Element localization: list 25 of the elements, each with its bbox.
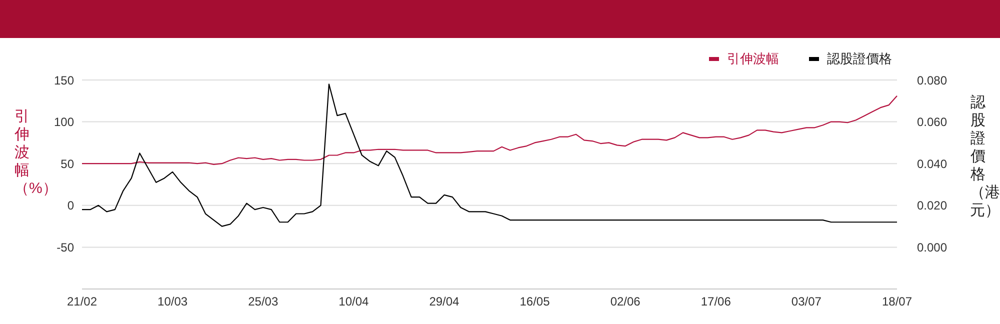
y2-tick-label: 0.000 [917, 240, 948, 254]
x-tick-label: 10/04 [338, 294, 370, 309]
y-tick-label: 0 [67, 198, 74, 213]
y-tick-label: 100 [54, 115, 74, 130]
y-tick-label: 50 [60, 156, 74, 171]
y2-tick-label: 0.040 [917, 156, 948, 171]
y2-tick-label: 0.080 [917, 73, 948, 88]
line-series [81, 95, 898, 165]
y2-axis-title: 認股證價格（港元） [970, 94, 1000, 220]
x-tick-label: 03/07 [791, 294, 822, 309]
y-tick-label: -50 [56, 240, 74, 254]
x-tick-label: 17/06 [700, 294, 732, 309]
y2-tick-label: 0.060 [917, 115, 948, 130]
x-tick-label: 29/04 [429, 294, 460, 309]
x-tick-label: 16/05 [520, 294, 550, 309]
legend-label: 認股證價格 [827, 50, 892, 68]
x-tick-label: 02/06 [610, 294, 641, 309]
x-tick-label: 10/03 [158, 294, 188, 309]
x-tick-label: 18/07 [882, 294, 912, 309]
line-series [81, 84, 898, 227]
x-tick-label: 21/02 [66, 294, 98, 309]
y-tick-label: 150 [54, 73, 74, 88]
legend-label: 引伸波幅 [727, 50, 779, 68]
x-tick-label: 25/03 [248, 294, 278, 309]
y2-tick-label: 0.020 [917, 198, 948, 213]
